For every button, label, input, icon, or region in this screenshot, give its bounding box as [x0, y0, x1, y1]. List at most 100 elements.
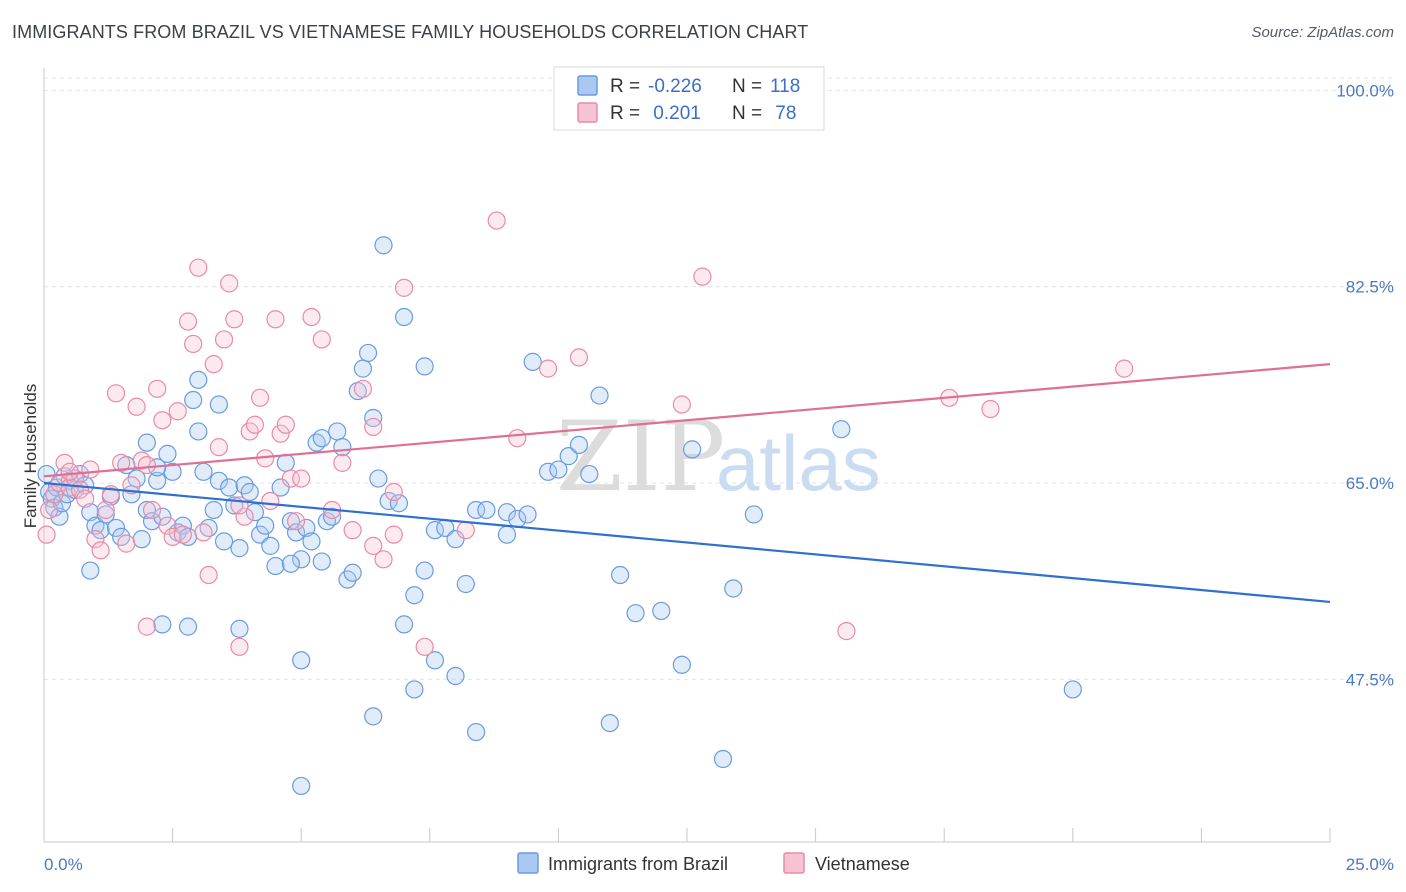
point-vietnamese-52 [312, 330, 331, 349]
bottom-legend-swatch-brazil [517, 852, 539, 874]
y-axis-title: Family Households [21, 384, 40, 529]
legend-r-label-brazil: R = [610, 76, 640, 97]
point-brazil-46 [250, 525, 270, 544]
y-tick-label-1: 82.5% [1346, 278, 1394, 297]
point-vietnamese-33 [204, 355, 223, 374]
point-vietnamese-50 [292, 469, 311, 488]
point-vietnamese-12 [96, 500, 115, 520]
point-vietnamese-42 [250, 388, 270, 407]
point-brazil-56 [302, 532, 321, 551]
point-brazil-67 [358, 343, 378, 363]
point-brazil-37 [204, 500, 223, 520]
point-brazil-114 [81, 561, 100, 580]
point-brazil-106 [312, 552, 331, 571]
point-brazil-98 [744, 505, 763, 524]
point-vietnamese-9 [81, 460, 100, 479]
point-brazil-97 [724, 579, 743, 598]
point-vietnamese-15 [112, 453, 131, 472]
point-vietnamese-30 [189, 258, 208, 277]
point-brazil-79 [466, 500, 486, 520]
point-brazil-54 [292, 550, 311, 569]
y-tick-labels: 100.0% 82.5% 65.0% 47.5% [1336, 81, 1394, 689]
point-vietnamese-29 [184, 334, 203, 354]
legend-r-value-vietnamese: 0.201 [648, 103, 701, 124]
point-brazil-101 [153, 615, 172, 634]
point-vietnamese-60 [394, 278, 414, 297]
point-vietnamese-34 [209, 438, 228, 457]
point-brazil-27 [153, 507, 172, 526]
point-vietnamese-46 [271, 424, 290, 443]
point-brazil-104 [281, 554, 301, 573]
point-vietnamese-38 [230, 637, 249, 656]
point-vietnamese-21 [142, 500, 162, 520]
point-brazil-81 [497, 503, 517, 522]
point-brazil-69 [369, 469, 388, 488]
point-brazil-96 [713, 749, 733, 769]
point-brazil-74 [415, 561, 434, 580]
point-vietnamese-27 [173, 525, 192, 544]
point-vietnamese-67 [672, 395, 691, 414]
legend-box [553, 66, 825, 131]
point-vietnamese-8 [76, 489, 95, 508]
point-brazil-55 [297, 518, 316, 538]
point-vietnamese-0 [37, 525, 56, 544]
point-vietnamese-68 [693, 267, 712, 286]
point-vietnamese-61 [415, 637, 434, 656]
point-vietnamese-54 [333, 453, 352, 472]
point-vietnamese-17 [122, 476, 141, 495]
point-vietnamese-2 [45, 485, 64, 504]
point-vietnamese-64 [508, 429, 527, 448]
point-vietnamese-55 [343, 521, 362, 540]
point-vietnamese-14 [106, 384, 126, 403]
point-vietnamese-56 [353, 379, 373, 398]
point-brazil-119 [292, 776, 311, 796]
point-brazil-42 [230, 539, 249, 558]
point-brazil-94 [672, 655, 691, 674]
source-label: Source: ZipAtlas.com [1251, 24, 1394, 41]
point-brazil-61 [328, 422, 347, 441]
bottom-legend: Immigrants from Brazil Vietnamese [517, 852, 910, 874]
point-brazil-66 [353, 359, 373, 378]
point-brazil-109 [425, 651, 445, 670]
point-vietnamese-16 [117, 534, 136, 553]
point-vietnamese-73 [60, 462, 79, 481]
point-brazil-23 [132, 530, 151, 549]
point-brazil-47 [256, 516, 275, 535]
point-vietnamese-77 [137, 617, 156, 636]
bottom-legend-label-brazil: Immigrants from Brazil [548, 854, 728, 874]
point-vietnamese-44 [261, 491, 280, 511]
point-vietnamese-41 [245, 415, 265, 434]
point-vietnamese-10 [86, 530, 105, 549]
legend-swatch-vietnamese [577, 102, 598, 123]
point-vietnamese-49 [286, 512, 306, 531]
point-vietnamese-47 [276, 415, 295, 434]
point-brazil-78 [456, 574, 475, 594]
y-tick-label-3: 47.5% [1346, 670, 1394, 689]
point-vietnamese-23 [153, 411, 172, 430]
point-brazil-110 [446, 666, 465, 686]
point-brazil-18 [106, 518, 126, 538]
bottom-legend-label-vietnamese: Vietnamese [815, 854, 910, 874]
bottom-legend-swatch-vietnamese [783, 852, 805, 874]
point-vietnamese-39 [235, 507, 254, 526]
point-vietnamese-48 [281, 469, 301, 488]
point-brazil-87 [569, 435, 589, 455]
point-vietnamese-71 [981, 399, 1000, 419]
legend-n-value-vietnamese: 78 [770, 103, 796, 124]
point-brazil-88 [580, 464, 599, 484]
point-vietnamese-65 [539, 359, 558, 378]
point-brazil-92 [626, 604, 645, 623]
point-brazil-34 [189, 422, 208, 441]
point-brazil-120 [374, 236, 393, 255]
point-vietnamese-32 [199, 565, 218, 585]
point-vietnamese-37 [225, 310, 244, 329]
point-brazil-111 [466, 722, 486, 742]
legend-n-value-brazil: 118 [770, 76, 800, 97]
y-tick-label-0: 100.0% [1336, 81, 1394, 100]
point-brazil-95 [683, 440, 702, 459]
legend: R = -0.226 N = 118 R = 0.201 N = 78 [553, 66, 825, 131]
legend-n-label-vietnamese: N = [732, 103, 762, 124]
data-points [37, 211, 1134, 796]
chart-title: IMMIGRANTS FROM BRAZIL VS VIETNAMESE FAM… [12, 22, 809, 42]
